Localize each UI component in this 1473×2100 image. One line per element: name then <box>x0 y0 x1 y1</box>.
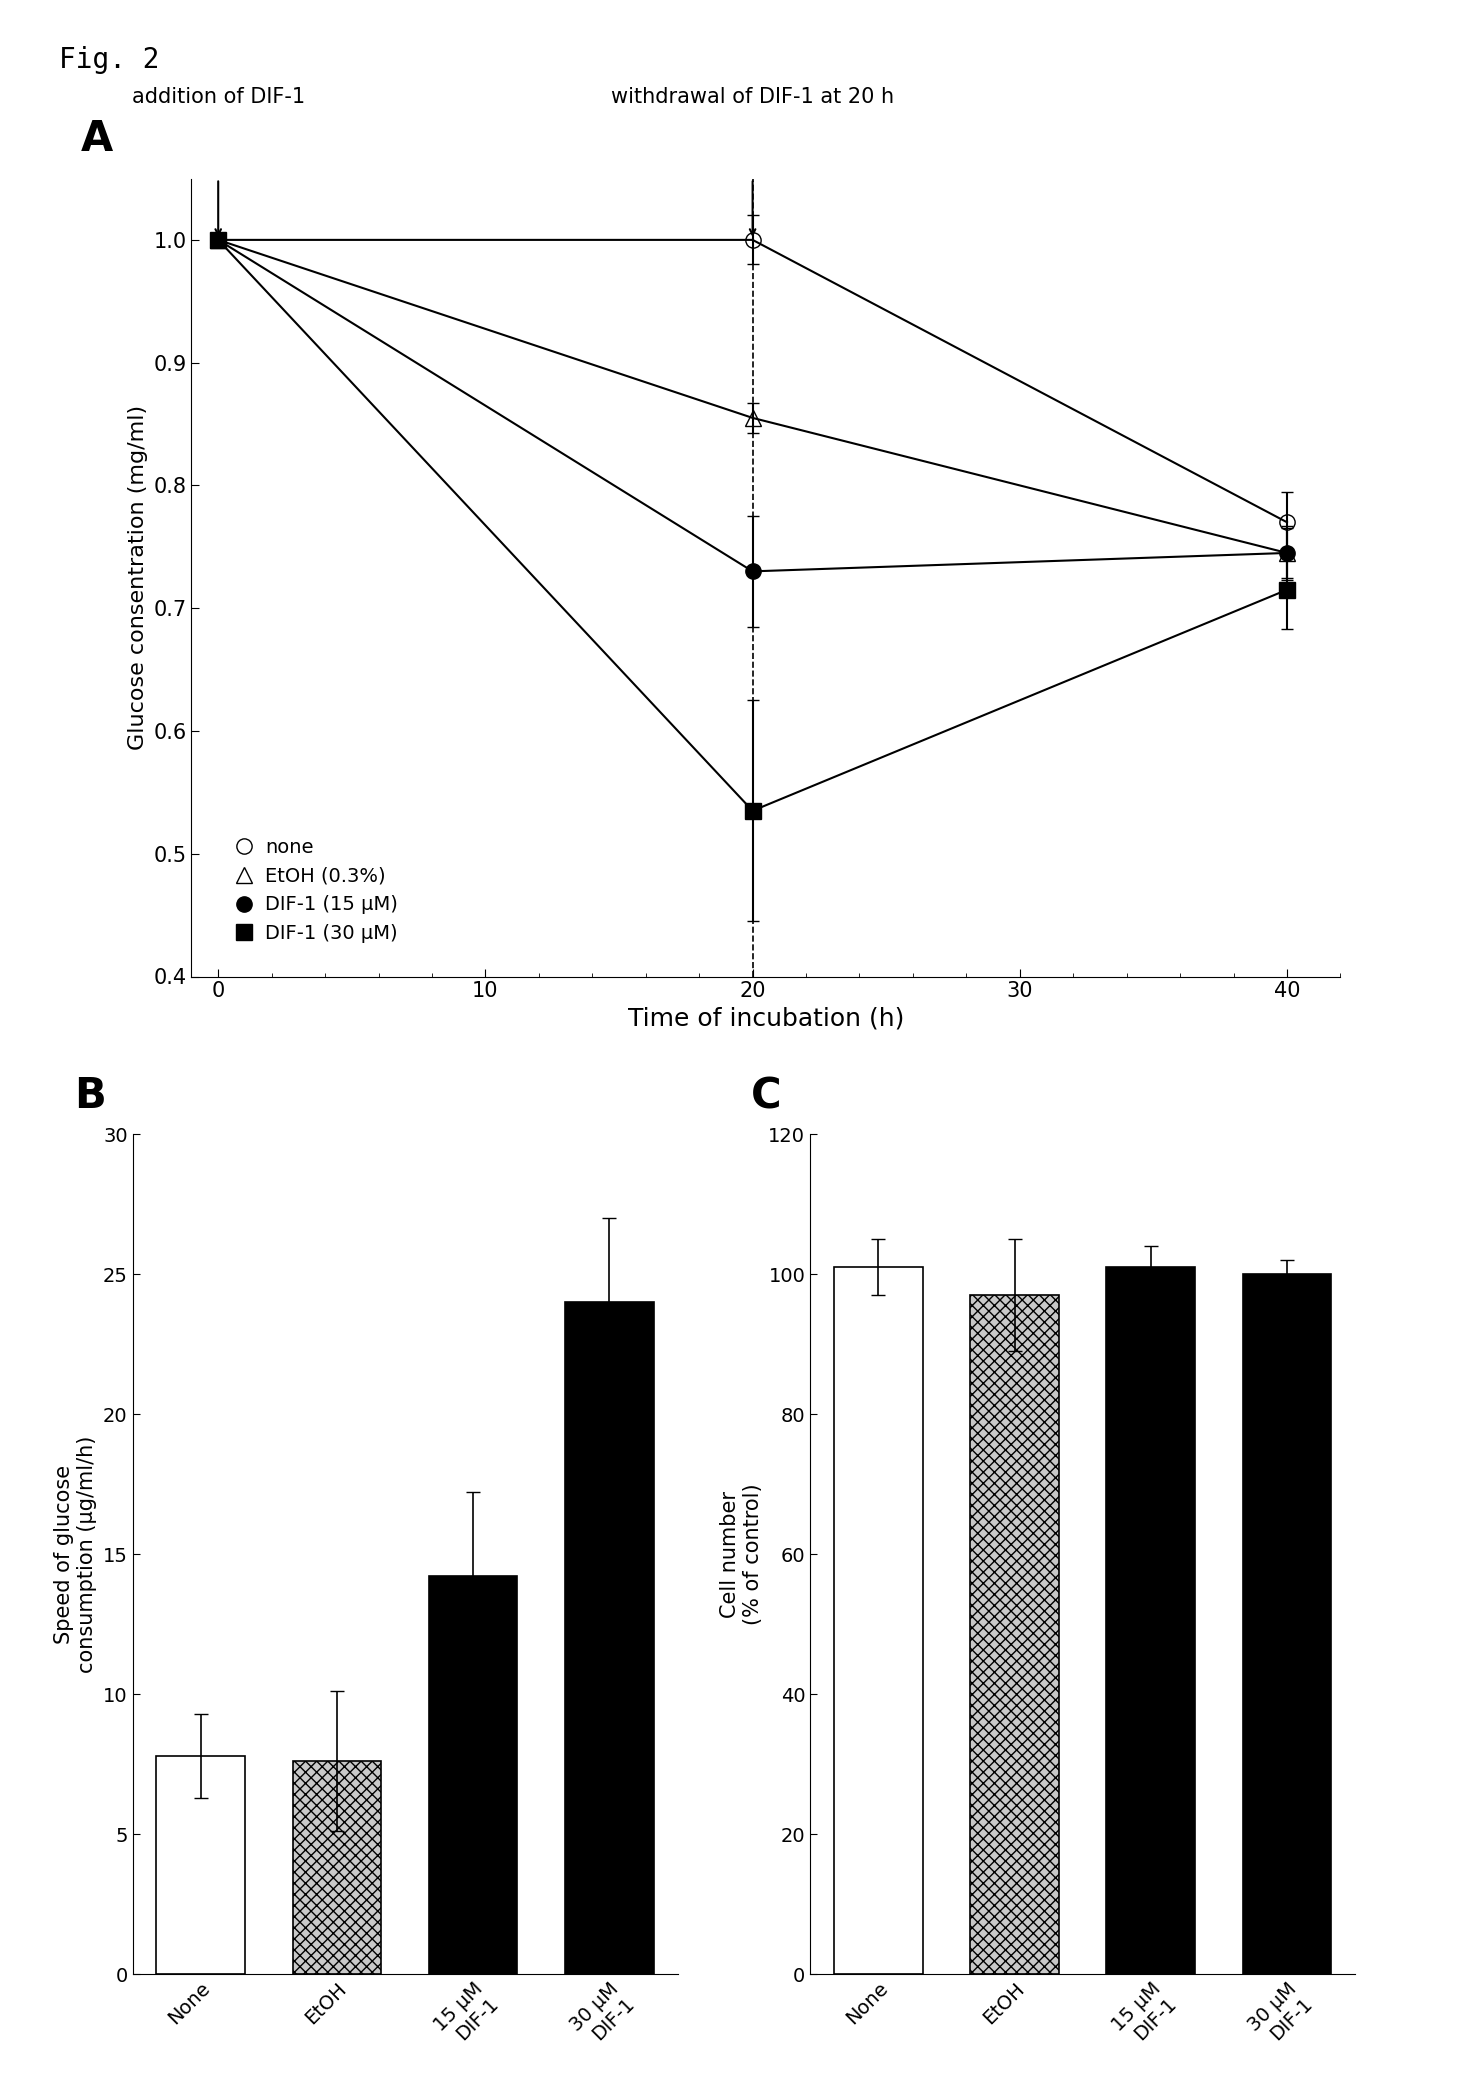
Legend: none, EtOH (0.3%), DIF-1 (15 μM), DIF-1 (30 μM): none, EtOH (0.3%), DIF-1 (15 μM), DIF-1 … <box>224 830 405 951</box>
Text: C: C <box>751 1075 782 1117</box>
Bar <box>566 1302 654 1974</box>
Text: withdrawal of DIF-1 at 20 h: withdrawal of DIF-1 at 20 h <box>611 86 894 107</box>
X-axis label: Time of incubation (h): Time of incubation (h) <box>627 1006 904 1031</box>
Bar <box>429 1577 517 1974</box>
Bar <box>971 1296 1059 1974</box>
Y-axis label: Glucose consentration (mg/ml): Glucose consentration (mg/ml) <box>128 405 147 750</box>
Bar <box>834 1266 922 1974</box>
Text: B: B <box>74 1075 106 1117</box>
Bar <box>1106 1266 1195 1974</box>
Bar <box>293 1762 382 1974</box>
Text: A: A <box>81 118 113 160</box>
Bar <box>156 1756 245 1974</box>
Text: Fig. 2: Fig. 2 <box>59 46 159 74</box>
Text: addition of DIF-1: addition of DIF-1 <box>131 86 305 107</box>
Bar <box>1243 1275 1332 1974</box>
Y-axis label: Cell number
(% of control): Cell number (% of control) <box>719 1483 763 1625</box>
Y-axis label: Speed of glucose
consumption (μg/ml/h): Speed of glucose consumption (μg/ml/h) <box>55 1434 97 1674</box>
